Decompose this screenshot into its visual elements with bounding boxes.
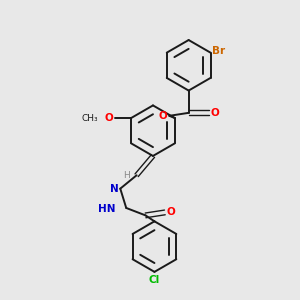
Text: HN: HN xyxy=(98,204,116,214)
Text: H: H xyxy=(123,171,130,180)
Text: N: N xyxy=(110,184,119,194)
Text: Cl: Cl xyxy=(149,275,160,285)
Text: O: O xyxy=(211,108,220,118)
Text: O: O xyxy=(166,207,175,218)
Text: O: O xyxy=(104,113,113,123)
Text: O: O xyxy=(158,111,167,121)
Text: Br: Br xyxy=(212,46,225,56)
Text: CH₃: CH₃ xyxy=(82,113,98,122)
